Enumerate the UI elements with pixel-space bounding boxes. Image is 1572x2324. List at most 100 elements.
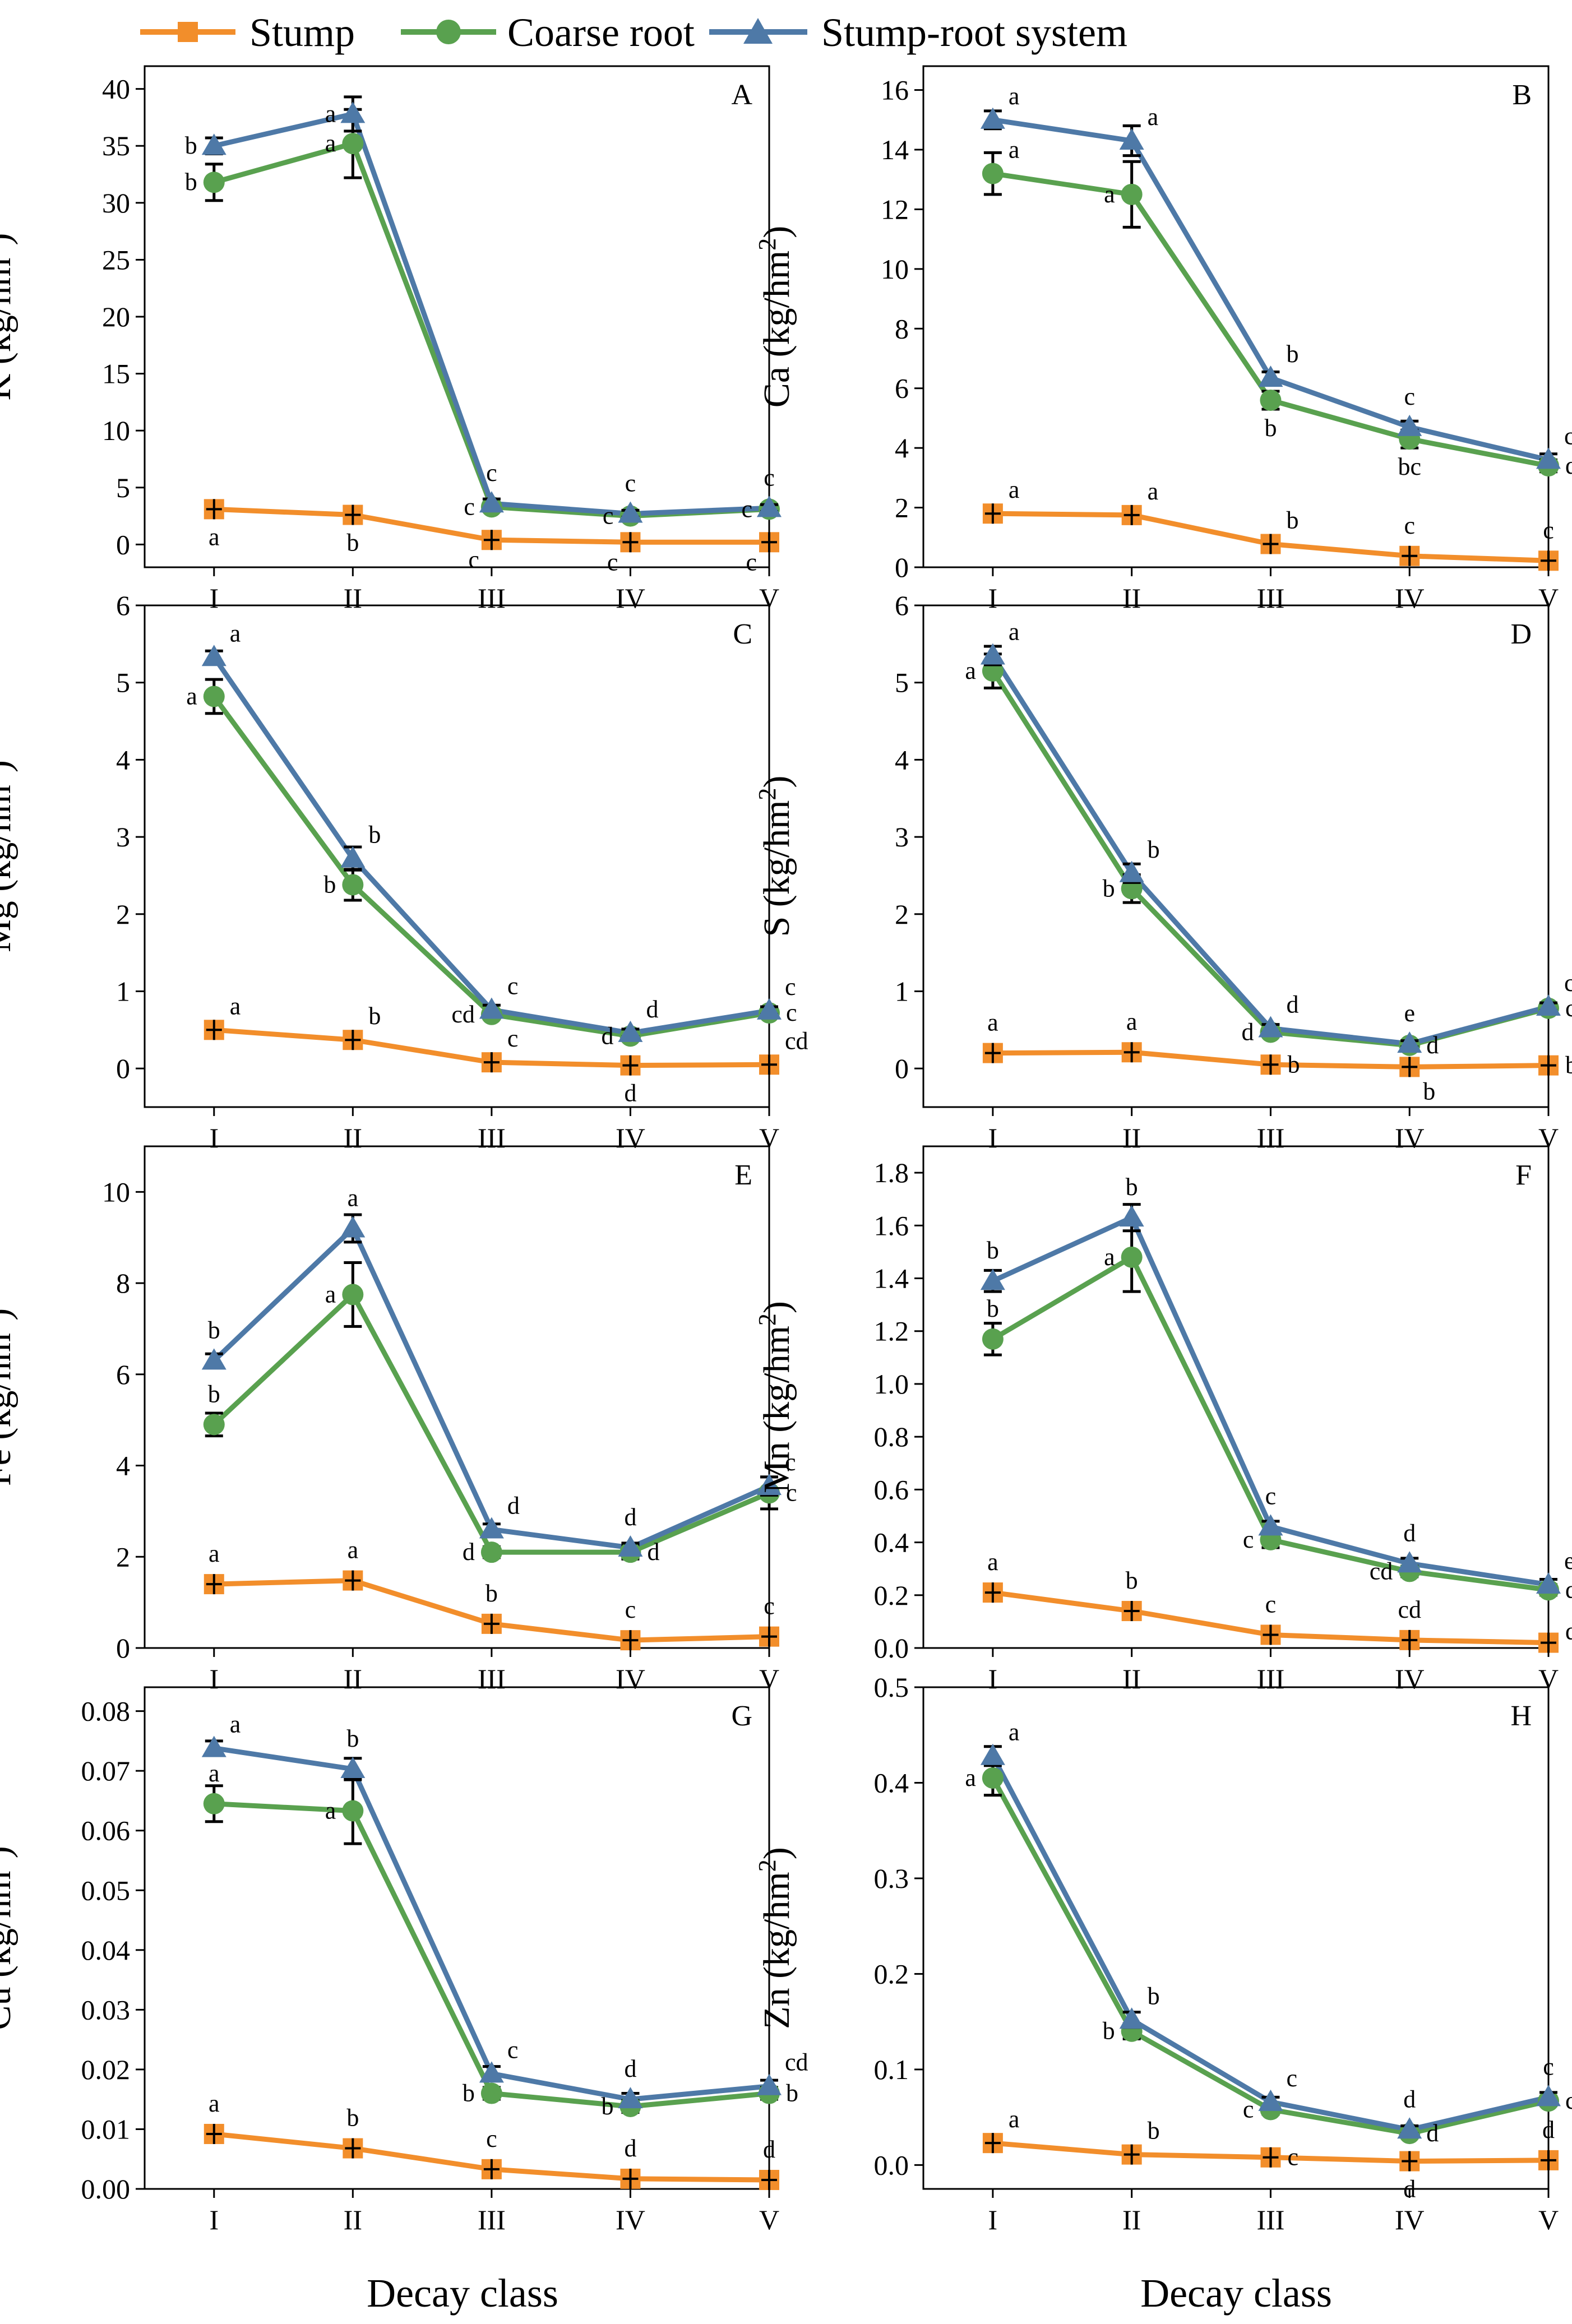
significance-label: a (1009, 82, 1020, 110)
x-tick-label: I (988, 2204, 998, 2235)
y-tick-label: 40 (102, 73, 130, 105)
data-point-stump-root-system (340, 1216, 366, 1238)
y-tick-label: 1.0 (874, 1368, 909, 1400)
significance-label: c (1265, 1590, 1277, 1618)
x-tick-label: II (1122, 582, 1141, 614)
significance-label: c (764, 464, 775, 491)
y-tick-label: 0.0 (874, 2149, 909, 2181)
data-point-stump-root-system (980, 1743, 1005, 1765)
x-tick-label: I (988, 1663, 998, 1695)
y-tick-label: 1.6 (874, 1210, 909, 1241)
significance-label: a (348, 1184, 359, 1211)
significance-label: c (1286, 2064, 1297, 2092)
x-tick-label: V (759, 2204, 779, 2235)
y-tick-label: 0.8 (874, 1421, 909, 1452)
x-tick-label: III (1256, 2204, 1284, 2235)
significance-label: b (1126, 1173, 1138, 1201)
significance-label: a (1126, 1008, 1138, 1035)
data-point-stump-root-system (1397, 1031, 1422, 1053)
significance-label: a (325, 129, 336, 157)
y-tick-label: 35 (102, 130, 130, 161)
panel-letter: H (1510, 1700, 1532, 1732)
x-tick-label: II (1122, 1663, 1141, 1695)
y-tick-label: 1 (895, 975, 909, 1007)
y-tick-label: 0 (116, 1053, 130, 1084)
data-point-stump-root-system (757, 1474, 782, 1496)
y-tick-label: 0.2 (874, 1580, 909, 1611)
data-point-stump-root-system (1258, 2089, 1283, 2111)
significance-label: b (786, 2080, 798, 2107)
significance-label: d (1403, 1519, 1416, 1547)
significance-label: a (209, 523, 220, 550)
significance-label: a (209, 1540, 220, 1567)
x-tick-label: IV (616, 582, 645, 614)
significance-label: a (1009, 1719, 1020, 1746)
data-point-coarse-root (342, 133, 364, 155)
significance-label: d (763, 2136, 775, 2163)
significance-label: b (987, 1237, 999, 1264)
data-point-coarse-root (342, 1284, 364, 1305)
significance-label: b (987, 1295, 999, 1322)
y-tick-label: 20 (102, 301, 130, 332)
y-tick-label: 14 (881, 134, 909, 165)
significance-label: d (1565, 452, 1572, 479)
y-tick-label: 10 (102, 1176, 130, 1207)
x-tick-label: II (344, 1122, 362, 1154)
significance-label: b (323, 871, 336, 898)
data-point-stump-root-system (757, 2073, 782, 2095)
legend-marker-triangle (743, 18, 773, 44)
y-axis-title: Ca (kg/hm2) (753, 226, 798, 408)
significance-label: a (230, 992, 241, 1020)
plot-frame (144, 604, 770, 1108)
legend-marker-circle (436, 20, 461, 44)
significance-label: c (1543, 2053, 1554, 2080)
significance-label: e (1564, 1547, 1572, 1575)
significance-label: c (1565, 994, 1572, 1022)
significance-label: c (785, 1448, 796, 1476)
y-tick-label: 1.8 (874, 1157, 909, 1188)
significance-label: b (1286, 506, 1298, 534)
significance-label: a (1009, 136, 1020, 164)
y-tick-label: 10 (881, 253, 909, 285)
y-axis-title: Zn (kg/hm2) (753, 1847, 798, 2029)
x-tick-label: II (1122, 2204, 1141, 2235)
y-tick-label: 0.2 (874, 1958, 909, 1989)
significance-label: d (624, 1503, 636, 1531)
x-tick-label: IV (1395, 1122, 1425, 1154)
x-tick-label: IV (1395, 582, 1425, 614)
series-line-coarse-root (212, 695, 770, 1039)
data-point-stump-root-system (618, 1535, 643, 1557)
significance-label: a (1104, 1243, 1115, 1271)
significance-label: d (647, 1538, 659, 1566)
y-tick-label: 5 (116, 667, 130, 698)
significance-label: a (1148, 478, 1159, 505)
significance-label: d (1542, 2116, 1555, 2144)
significance-label: d (1403, 2175, 1416, 2203)
data-point-coarse-root (203, 1793, 225, 1814)
y-tick-label: 0.05 (81, 1874, 131, 1906)
y-tick-label: 8 (895, 313, 909, 344)
significance-label: a (348, 1536, 359, 1564)
x-tick-label: III (1256, 582, 1284, 614)
significance-label: a (186, 682, 197, 710)
significance-label: c (786, 1479, 797, 1506)
significance-label: d (601, 1022, 613, 1049)
y-tick-label: 0 (895, 552, 909, 583)
significance-label: a (325, 1797, 336, 1825)
x-tick-label: II (344, 582, 362, 614)
plot-frame (144, 1686, 770, 2190)
series-line-coarse-root (212, 1291, 770, 1555)
significance-label: a (987, 1009, 998, 1036)
significance-label: b (1126, 1567, 1138, 1594)
data-point-stump-root-system (980, 643, 1005, 665)
data-point-stump-root-system (479, 1517, 504, 1539)
data-point-stump-root-system (201, 645, 226, 666)
y-tick-label: 15 (102, 358, 130, 390)
data-point-coarse-root (982, 1767, 1004, 1789)
significance-label: b (368, 821, 381, 849)
y-tick-label: 0.1 (874, 2054, 909, 2085)
y-tick-label: 0.00 (81, 2173, 131, 2205)
y-axis-title: K (kg/hm2) (0, 233, 19, 401)
